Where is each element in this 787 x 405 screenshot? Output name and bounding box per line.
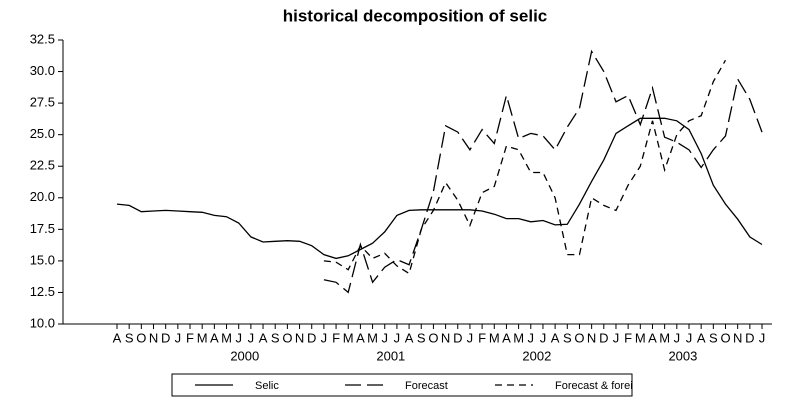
year-label: 2003 xyxy=(668,348,697,363)
x-tick-label: J xyxy=(613,330,620,345)
legend-label: Forecast & forei xyxy=(555,380,633,392)
x-tick-label: N xyxy=(295,330,304,345)
series-line xyxy=(323,49,763,294)
x-tick-label: F xyxy=(332,330,340,345)
x-tick-label: A xyxy=(551,330,560,345)
legend-label: Selic xyxy=(255,380,279,392)
legend-box xyxy=(171,373,633,397)
y-tick-label: 20.0 xyxy=(30,189,55,204)
x-tick-label: O xyxy=(574,330,584,345)
year-label: 2002 xyxy=(522,348,551,363)
x-tick-label: J xyxy=(175,330,182,345)
x-tick-label: O xyxy=(136,330,146,345)
x-tick-label: J xyxy=(674,330,681,345)
x-tick-label: M xyxy=(197,330,208,345)
x-tick-label: M xyxy=(513,330,524,345)
y-tick-label: 10.0 xyxy=(30,315,55,330)
y-tick-label: 32.5 xyxy=(30,31,55,46)
x-tick-label: S xyxy=(709,330,718,345)
x-tick-label: M xyxy=(367,330,378,345)
y-tick-label: 15.0 xyxy=(30,252,55,267)
x-tick-label: M xyxy=(343,330,354,345)
x-tick-label: J xyxy=(540,330,547,345)
x-tick-label: J xyxy=(759,330,766,345)
chart-title: historical decomposition of selic xyxy=(283,6,548,25)
x-tick-label: M xyxy=(659,330,670,345)
x-tick-label: J xyxy=(467,330,474,345)
year-label: 2000 xyxy=(230,348,259,363)
x-tick-label: J xyxy=(235,330,242,345)
x-tick-label: A xyxy=(356,330,365,345)
x-tick-label: J xyxy=(528,330,535,345)
x-tick-label: A xyxy=(502,330,511,345)
x-tick-label: S xyxy=(563,330,572,345)
legend-label: Forecast xyxy=(405,380,448,392)
x-tick-label: J xyxy=(381,330,388,345)
y-tick-label: 12.5 xyxy=(30,284,55,299)
x-tick-label: A xyxy=(259,330,268,345)
x-tick-label: N xyxy=(587,330,596,345)
x-tick-label: F xyxy=(624,330,632,345)
series-line xyxy=(323,59,727,275)
x-tick-label: O xyxy=(428,330,438,345)
x-tick-label: D xyxy=(161,330,170,345)
x-tick-label: A xyxy=(405,330,414,345)
x-tick-label: J xyxy=(686,330,693,345)
year-label: 2001 xyxy=(376,348,405,363)
x-tick-label: D xyxy=(453,330,462,345)
x-tick-label: S xyxy=(125,330,134,345)
x-tick-label: N xyxy=(441,330,450,345)
x-tick-label: M xyxy=(221,330,232,345)
y-tick-label: 30.0 xyxy=(30,63,55,78)
y-tick-label: 22.5 xyxy=(30,158,55,173)
x-tick-label: J xyxy=(321,330,328,345)
x-tick-label: F xyxy=(478,330,486,345)
x-tick-label: A xyxy=(113,330,122,345)
x-tick-label: D xyxy=(599,330,608,345)
x-tick-label: F xyxy=(186,330,194,345)
y-tick-label: 17.5 xyxy=(30,221,55,236)
x-tick-label: M xyxy=(489,330,500,345)
x-tick-label: S xyxy=(271,330,280,345)
y-tick-label: 27.5 xyxy=(30,95,55,110)
x-tick-label: A xyxy=(648,330,657,345)
x-tick-label: D xyxy=(307,330,316,345)
x-tick-label: N xyxy=(733,330,742,345)
x-tick-label: M xyxy=(635,330,646,345)
x-tick-label: S xyxy=(417,330,426,345)
series-line xyxy=(116,117,763,260)
x-tick-label: J xyxy=(248,330,255,345)
x-tick-label: O xyxy=(282,330,292,345)
x-tick-label: O xyxy=(720,330,730,345)
x-tick-label: J xyxy=(394,330,401,345)
x-tick-label: N xyxy=(149,330,158,345)
x-tick-label: D xyxy=(745,330,754,345)
x-tick-label: A xyxy=(697,330,706,345)
x-tick-label: A xyxy=(210,330,219,345)
y-tick-label: 25.0 xyxy=(30,126,55,141)
